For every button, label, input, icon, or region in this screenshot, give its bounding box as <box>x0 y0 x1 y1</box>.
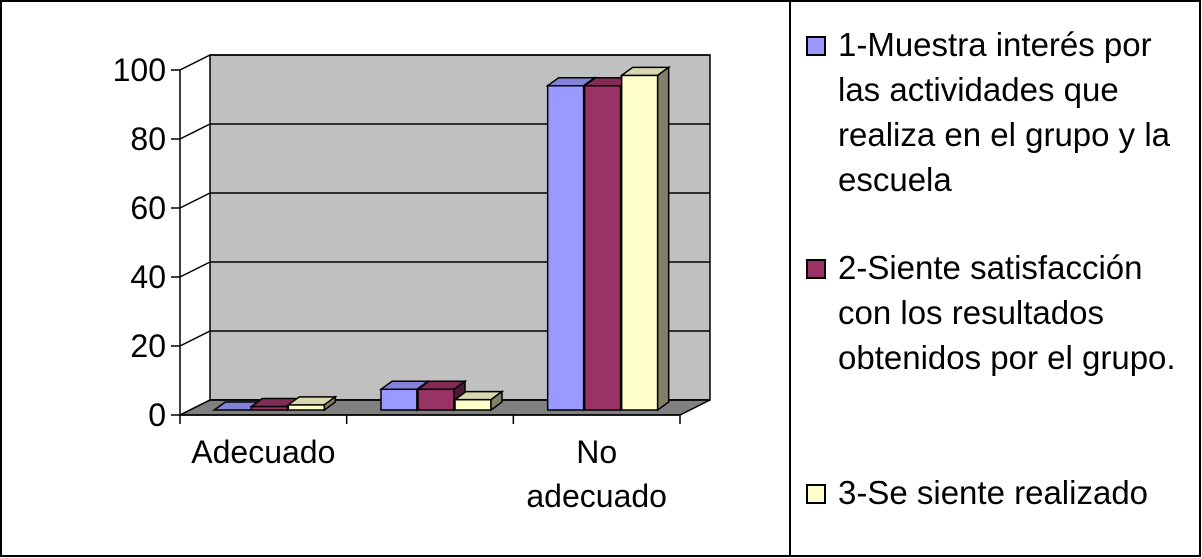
legend-swatch <box>806 259 826 279</box>
grid-line-side <box>179 330 211 347</box>
legend-swatch <box>806 484 826 504</box>
grid-line-side <box>179 54 211 71</box>
y-tick-label: 40 <box>130 259 166 295</box>
legend-swatch <box>806 36 826 56</box>
y-tick-label: 60 <box>130 190 166 226</box>
bar-side <box>323 395 337 412</box>
legend-label: 1-Muestra interés por las actividades qu… <box>838 26 1171 198</box>
bar <box>583 84 622 411</box>
x-tick-label: No adecuado <box>526 434 667 514</box>
bar <box>417 388 455 411</box>
bar-side <box>490 390 503 412</box>
y-tick-label: 0 <box>148 397 166 433</box>
bar <box>454 398 492 411</box>
bar <box>546 84 585 411</box>
y-tick-label: 100 <box>113 52 166 88</box>
y-tick-label: 20 <box>130 328 166 364</box>
legend-label: 2-Siente satisfacción con los resultados… <box>838 249 1176 376</box>
bar <box>380 388 418 411</box>
x-tick-label: Adecuado <box>191 434 335 470</box>
bar <box>620 74 659 411</box>
bar-side <box>656 65 670 412</box>
legend-label: 3-Se siente realizado <box>838 474 1149 511</box>
bar <box>287 404 326 411</box>
grid-line-side <box>179 261 211 278</box>
grid-line-side <box>179 192 211 209</box>
grid-line-side <box>179 123 211 140</box>
y-tick-label: 80 <box>130 121 166 157</box>
grid-line-side <box>179 399 211 416</box>
